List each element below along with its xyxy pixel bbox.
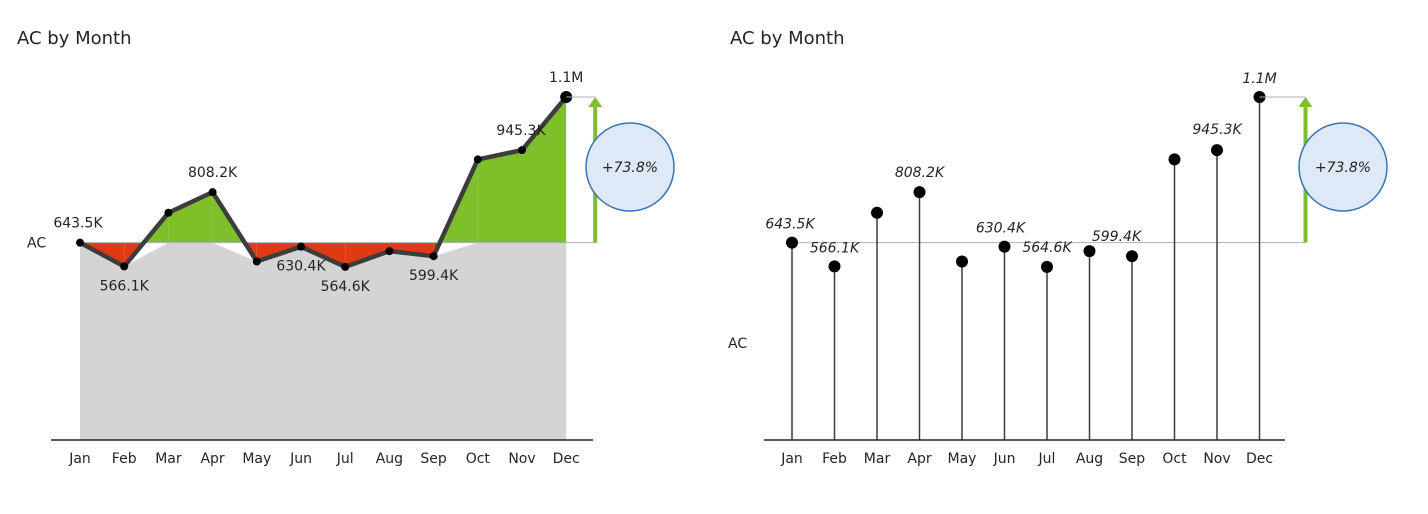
area-fill: [80, 242, 567, 440]
data-label: 566.1K: [100, 278, 150, 294]
area-chart: 643.5K 566.1K 808.2K 630.4K 564.6K 599.4K 945.…: [27, 70, 675, 467]
data-label: 1.1M: [1242, 71, 1276, 87]
x-tick-label: Jan: [780, 451, 803, 467]
x-tick-label: Mar: [864, 451, 891, 467]
x-tick-label: Jul: [1038, 451, 1056, 467]
data-label: 808.2K: [188, 165, 238, 181]
data-point: [1041, 260, 1053, 273]
data-point: [828, 260, 841, 273]
data-label: 945.3K: [1192, 122, 1243, 138]
x-tick-label: Aug: [376, 451, 403, 467]
variance-bubble: [585, 122, 675, 212]
lollipop-chart: 643.5K 566.1K 808.2K 630.4K 564.6K 599.4K 945.…: [728, 71, 1388, 467]
variance-label: +73.8%: [602, 160, 658, 176]
series-line: [78, 95, 568, 270]
data-label: 945.3K: [496, 123, 546, 139]
x-tick-label: Feb: [112, 451, 137, 467]
positive-variance-area: [477, 150, 522, 243]
data-point: [341, 262, 350, 271]
x-tick-label: Nov: [1203, 451, 1230, 467]
x-tick-label: Jan: [68, 451, 91, 467]
data-point: [208, 188, 217, 197]
x-tick-label: Sep: [1119, 451, 1146, 467]
data-label: 564.6K: [321, 279, 371, 295]
reference-label: AC: [728, 336, 747, 352]
data-label: 599.4K: [1092, 229, 1143, 245]
data-point: [956, 255, 968, 268]
x-tick-label: Dec: [1246, 451, 1273, 467]
x-tick-label: Apr: [907, 451, 931, 467]
reference-label: AC: [27, 236, 46, 252]
variance-arrow-head: [1298, 97, 1313, 107]
x-tick-label: Apr: [200, 451, 224, 467]
data-point: [1126, 250, 1138, 263]
data-label: 599.4K: [409, 268, 459, 284]
data-label: 1.1M: [549, 70, 583, 86]
variance-arrow-head: [588, 97, 603, 107]
chart-panel-lollipop: AC by Month 643.5K 566.1K 808.2K 630.4K 564.…: [714, 0, 1428, 514]
x-tick-label: Oct: [466, 451, 491, 467]
data-point: [473, 155, 482, 164]
chart-panel-area: AC by Month 643.5K 566.1K 808.2K 630.4K 564.…: [17, 28, 675, 467]
x-tick-label: May: [242, 451, 271, 467]
data-label: 564.6K: [1022, 240, 1073, 256]
data-point: [385, 247, 394, 256]
data-point: [998, 240, 1011, 253]
x-tick-label: Nov: [508, 451, 535, 467]
x-tick-label: Jul: [336, 451, 354, 467]
chart-title: AC by Month: [17, 28, 132, 49]
data-point: [871, 206, 883, 219]
variance-label: +73.8%: [1315, 160, 1371, 176]
data-label: 808.2K: [895, 165, 946, 181]
x-tick-label: Jun: [993, 451, 1016, 467]
data-point: [252, 257, 261, 266]
data-point: [164, 208, 173, 217]
data-point: [1211, 144, 1223, 157]
x-tick-label: Oct: [1162, 451, 1187, 467]
positive-variance-area: [522, 97, 567, 243]
data-point: [1083, 245, 1096, 258]
data-label: 630.4K: [976, 221, 1027, 237]
data-label: 643.5K: [765, 217, 816, 233]
x-tick-label: Feb: [822, 451, 847, 467]
data-point: [518, 146, 526, 155]
x-tick-label: Jun: [289, 451, 312, 467]
x-tick-label: Aug: [1076, 451, 1103, 467]
variance-bubble: [1298, 122, 1388, 212]
data-label: 566.1K: [810, 240, 861, 256]
data-label: 643.5K: [53, 216, 103, 232]
x-tick-label: May: [948, 451, 977, 467]
data-point: [429, 252, 438, 261]
data-point: [786, 236, 798, 249]
positive-variance-area: [168, 192, 213, 243]
chart-title: AC by Month: [730, 28, 845, 49]
data-point: [76, 238, 84, 247]
x-tick-label: Mar: [155, 451, 182, 467]
data-point: [1168, 153, 1181, 166]
x-tick-label: Dec: [553, 451, 580, 467]
data-label: 630.4K: [276, 259, 326, 275]
x-tick-label: Sep: [420, 451, 447, 467]
data-point: [120, 262, 129, 271]
data-point: [913, 186, 926, 199]
data-point: [297, 242, 305, 251]
